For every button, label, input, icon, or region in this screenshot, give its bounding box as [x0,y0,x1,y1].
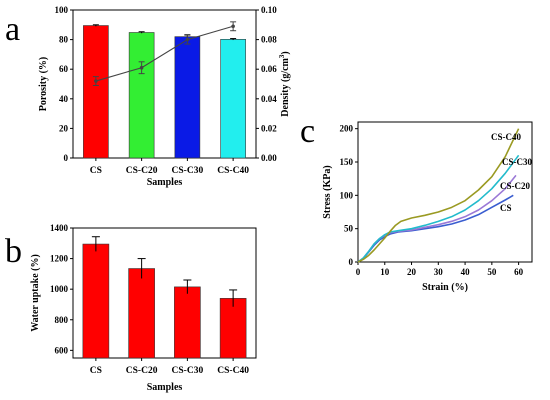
panel-letter-c: c [300,113,315,150]
x-category-label: CS-C40 [217,166,249,176]
series-label: CS-C40 [491,132,522,142]
panel-letter-b: b [5,233,22,270]
y2-title-tail: ) [280,51,291,54]
y-tick-label: 60 [59,64,69,74]
curve-cs-c40 [357,128,520,263]
series-label: CS [500,203,512,213]
series-label: CS-C30 [502,157,533,167]
y2-axis-title: Density (g/cm3) [278,51,291,116]
density-point [139,65,144,70]
bar [82,243,110,359]
y2-tick-label: 0.02 [261,123,277,133]
y-tick-label: 800 [55,315,69,325]
x-axis-title: Strain (%) [422,282,468,293]
y2-tick-label: 0.00 [261,153,277,163]
curve-cs [357,194,514,263]
density-point [185,37,190,42]
y2-title-main: Density (g/cm [280,57,291,116]
y2-tick-label: 0.08 [261,35,277,45]
x-tick-label: 0 [356,267,361,277]
y2-tick-label: 0.06 [261,64,277,74]
plot-frame [72,227,257,359]
panel-letter-a: a [5,11,20,48]
y-tick-label: 1000 [50,284,69,294]
bar [83,25,109,159]
y-tick-label: 0 [64,153,69,163]
bar [219,298,247,359]
panel-a-chart: 0 20 40 60 80 100 0.00 0.02 0.04 0.06 0.08 0.10 CS CS… [38,5,291,188]
y-axis-title: Water uptake (%) [30,254,41,332]
y-tick-label: 40 [59,94,69,104]
y-tick-label: 80 [59,35,69,45]
density-line [95,25,234,82]
y2-tick-label: 0.04 [261,94,277,104]
x-category-label: CS-C30 [172,366,204,376]
y2-title-sup: 3 [278,54,286,58]
x-category-label: CS-C40 [217,366,249,376]
y-axis-title: Stress (KPa) [322,165,333,218]
y-tick-label: 200 [340,124,354,134]
plot-frame [357,121,533,263]
y-tick-label: 0 [349,257,354,267]
y-tick-label: 150 [340,157,354,167]
panel-b-chart: 600 800 1000 1200 1400 CS CS-C20 CS-C30 CS-C40 Sa… [30,223,257,393]
curve-cs-c30 [357,154,520,263]
y-tick-label: 1400 [50,223,69,233]
x-category-label: CS-C20 [126,366,158,376]
density-point [231,24,235,29]
y-tick-label: 100 [55,5,69,15]
bar [174,286,201,359]
y-axis-title: Porosity (%) [38,57,49,112]
bar [174,36,201,159]
bar [128,268,155,359]
x-tick-label: 50 [487,267,497,277]
density-point [94,79,98,83]
x-category-label: CS-C20 [126,166,158,176]
x-tick-label: 30 [434,267,444,277]
x-tick-label: 10 [380,267,390,277]
y-tick-label: 600 [55,345,69,355]
panel-c-chart: 0 10 20 30 40 50 60 0 50 100 150 200 CS-C40 CS-C30 CS-… [322,121,533,293]
y-tick-label: 20 [59,123,69,133]
x-tick-label: 60 [514,267,524,277]
x-category-label: CS [90,166,102,176]
x-axis-title: Samples [147,382,183,393]
x-category-label: CS-C30 [172,166,204,176]
x-tick-label: 40 [461,267,471,277]
y-tick-label: 1200 [50,254,69,264]
y2-tick-label: 0.10 [261,5,277,15]
bar [128,32,155,159]
y-tick-label: 50 [344,224,354,234]
y-tick-label: 100 [340,190,354,200]
bar [220,39,246,159]
series-label: CS-C20 [500,181,531,191]
plot-frame [72,9,257,159]
x-axis-title: Samples [147,177,183,188]
x-category-label: CS [90,366,102,376]
x-tick-label: 20 [407,267,417,277]
